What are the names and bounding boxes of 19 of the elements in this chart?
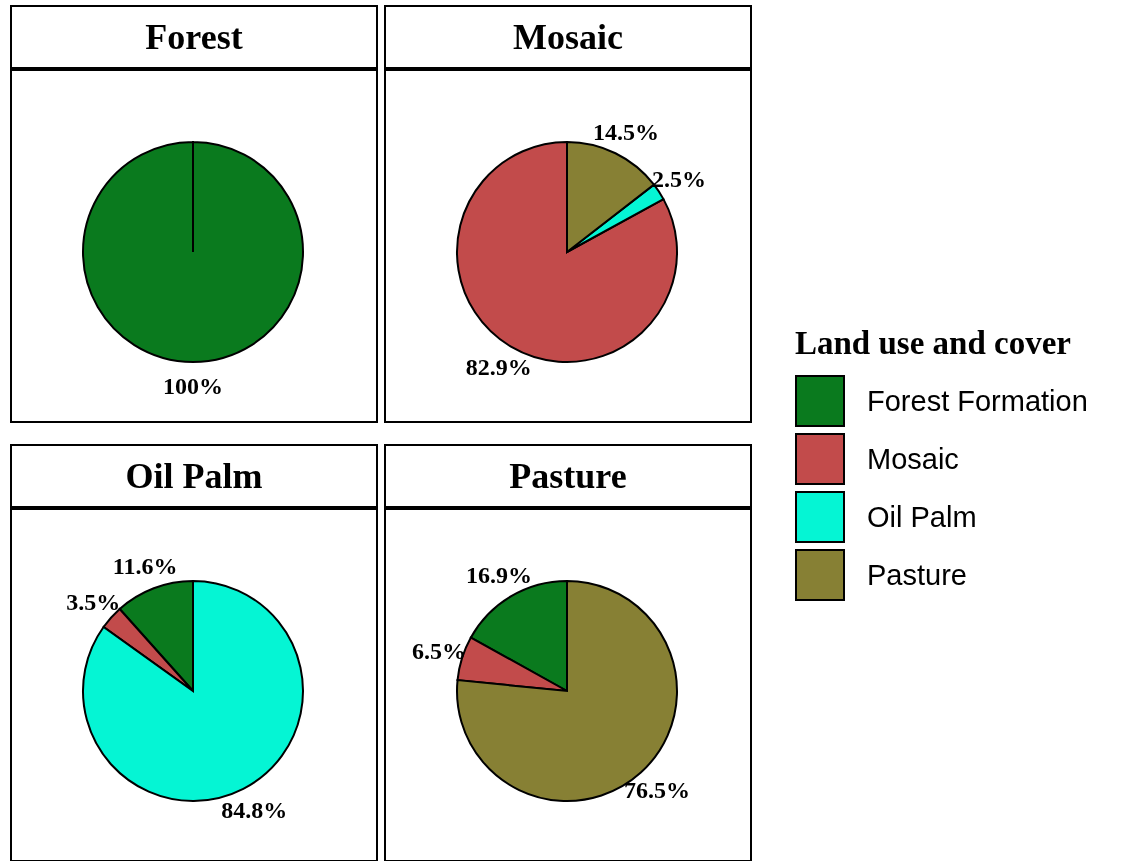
legend-title: Land use and cover [795, 325, 1072, 362]
data-label: 3.5% [66, 588, 121, 615]
data-label: 14.5% [593, 118, 660, 145]
data-label: 82.9% [465, 354, 532, 381]
data-label: 16.9% [466, 562, 533, 589]
data-label: 6.5% [412, 637, 467, 664]
legend-label: Pasture [867, 558, 967, 592]
legend-label: Oil Palm [867, 500, 977, 534]
legend-label: Forest Formation [867, 384, 1088, 418]
data-label: 84.8% [221, 797, 288, 824]
data-label: 2.5% [652, 165, 707, 192]
chart-title: Forest [12, 7, 376, 71]
chart-title: Mosaic [386, 7, 750, 71]
chart-title: Oil Palm [12, 446, 376, 510]
chart-title: Pasture [386, 446, 750, 510]
legend-label: Mosaic [867, 442, 959, 476]
data-label: 76.5% [623, 777, 690, 804]
data-label: 11.6% [112, 552, 178, 579]
data-label: 100% [163, 373, 223, 399]
